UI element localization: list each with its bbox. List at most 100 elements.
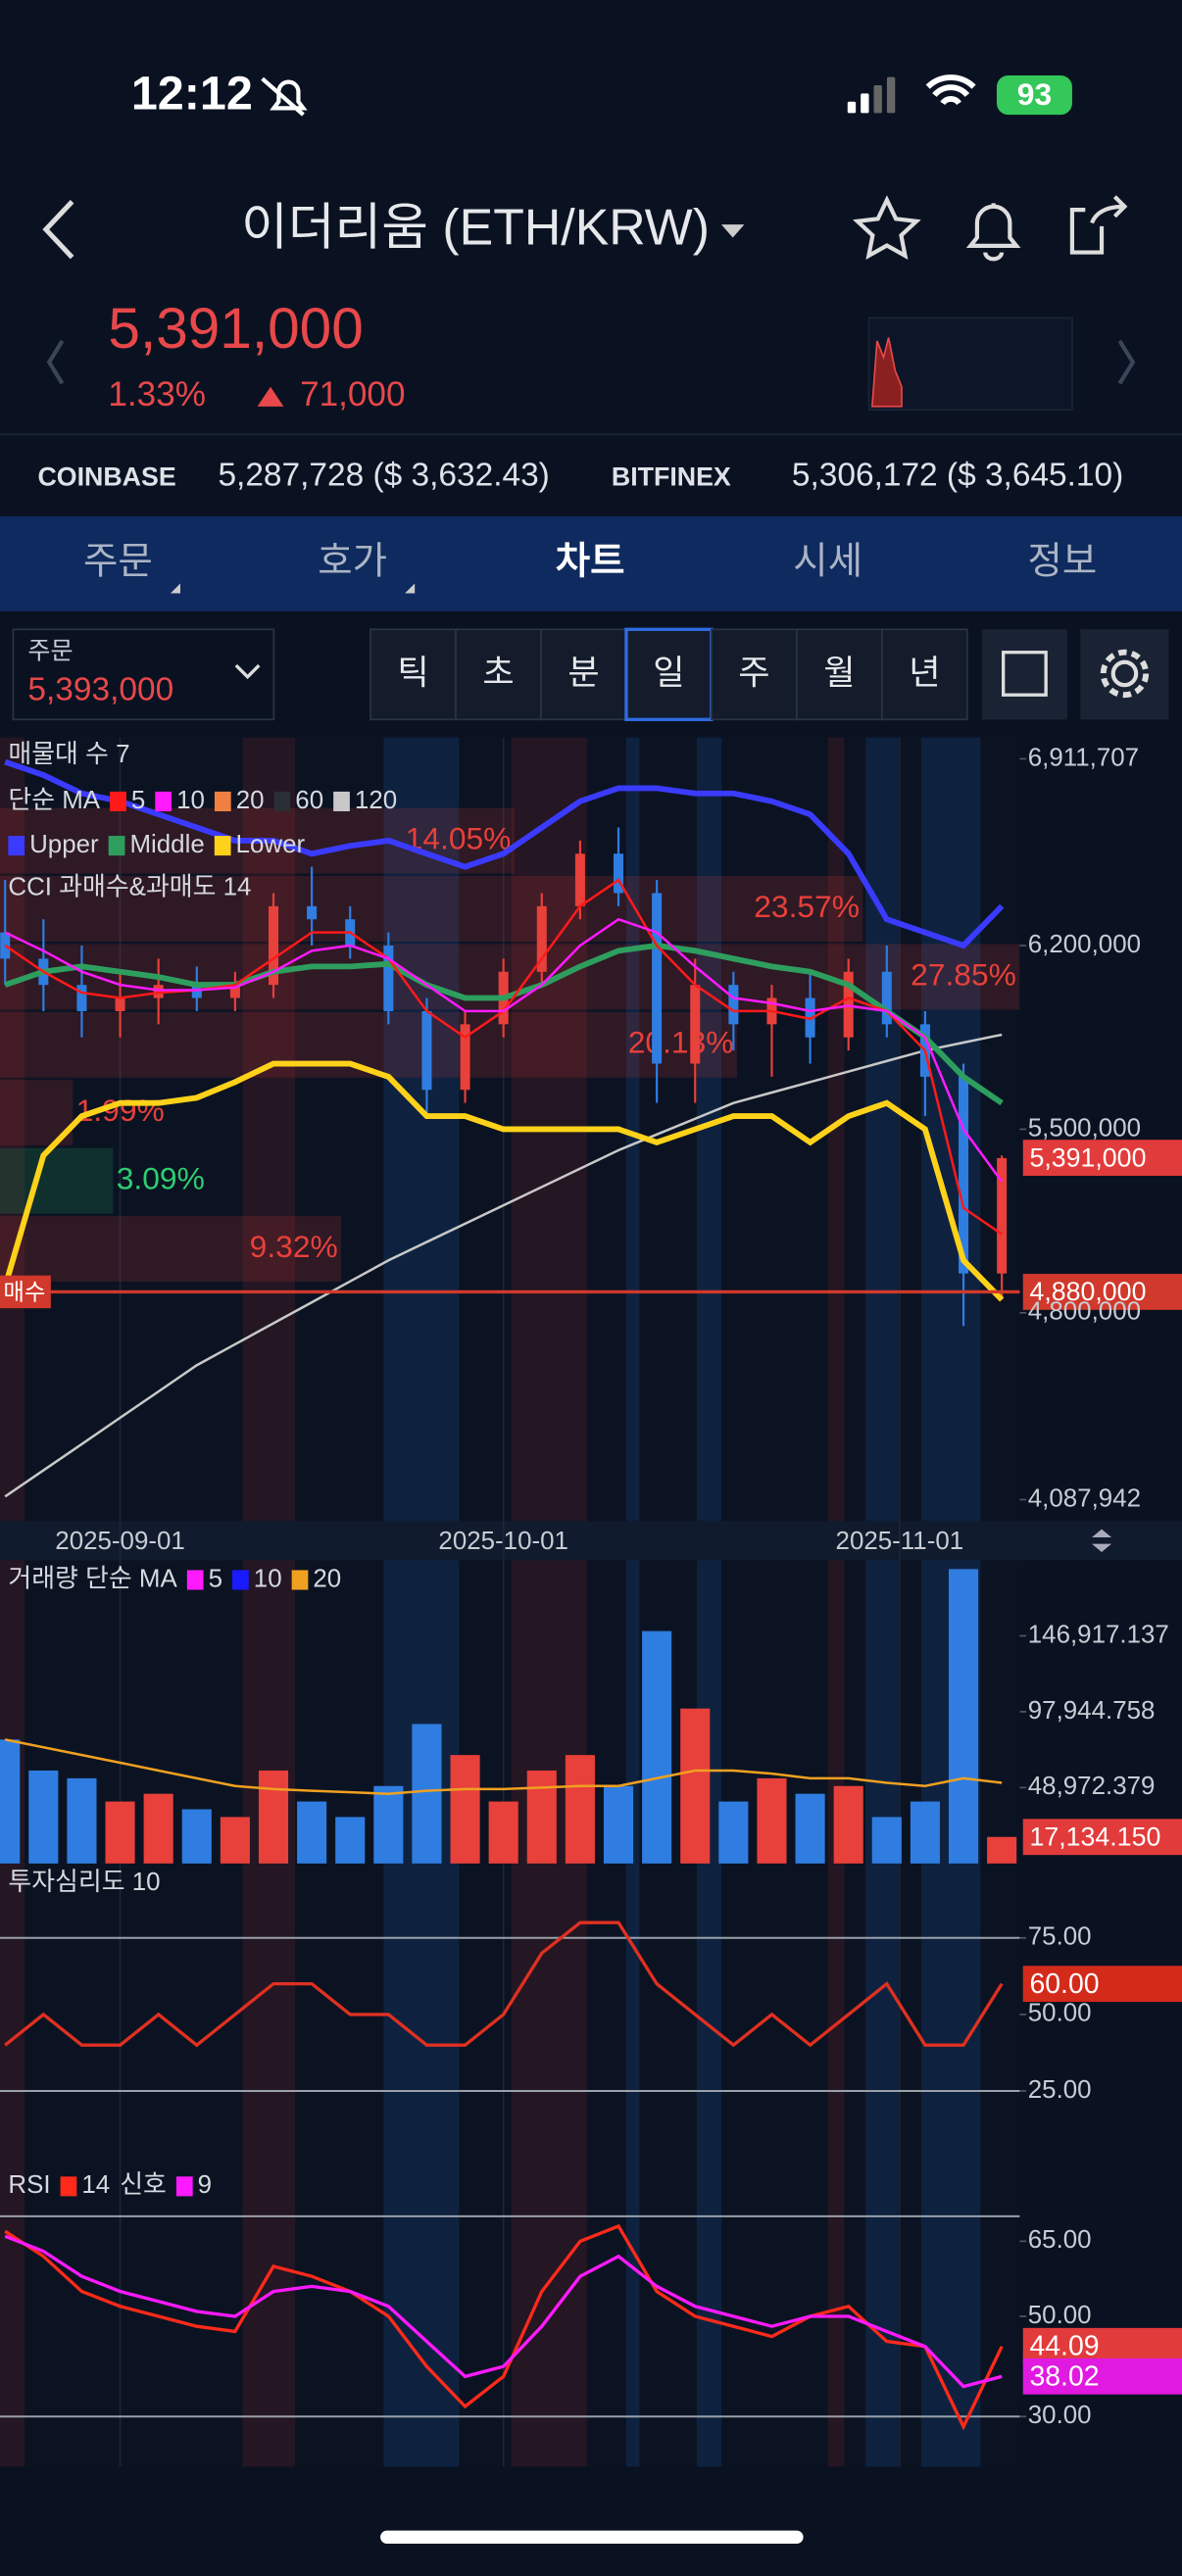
- volume-bar: [105, 1801, 135, 1864]
- y-tick-label: 25.00: [1028, 2076, 1092, 2104]
- candle-body: [614, 853, 624, 894]
- buy-label: 매수: [3, 1279, 45, 1304]
- candle-body: [690, 985, 701, 1064]
- legend-label: 20: [313, 1565, 341, 1592]
- volume-bar: [412, 1724, 442, 1864]
- battery-level: 93: [1017, 76, 1052, 112]
- y-tick-label: 4,087,942: [1028, 1484, 1141, 1512]
- back-button[interactable]: [42, 200, 74, 260]
- prev-button[interactable]: [46, 339, 65, 385]
- legend-label: 9: [198, 2171, 212, 2199]
- current-price: 5,391,000: [108, 297, 363, 361]
- volume-bar: [143, 1793, 173, 1864]
- tab-bar: [0, 515, 1182, 611]
- x-tick-label: 2025-09-01: [55, 1528, 185, 1555]
- scale-toggle[interactable]: [1092, 1529, 1112, 1553]
- order-label: 주문: [27, 637, 73, 664]
- volume-profile-bar: [0, 1011, 737, 1078]
- order-dropdown[interactable]: [234, 663, 261, 680]
- volume-bar: [297, 1801, 327, 1864]
- legend-label: Upper: [29, 831, 99, 858]
- tab[interactable]: 주문: [83, 541, 153, 583]
- mute-icon: [261, 76, 308, 117]
- period-button[interactable]: [711, 628, 798, 721]
- volume-bar: [871, 1817, 902, 1864]
- price-tag-label: 5,391,000: [1029, 1142, 1146, 1172]
- x-tick-label: 2025-10-01: [438, 1528, 568, 1555]
- volume-bar: [373, 1785, 404, 1864]
- layout-icon: [1002, 651, 1048, 697]
- legend-swatch: [214, 836, 231, 856]
- price-tag-label: 17,134.150: [1029, 1822, 1160, 1851]
- period-button[interactable]: [881, 628, 968, 721]
- volume-bar: [680, 1708, 711, 1864]
- price-tag-label: 38.02: [1029, 2360, 1099, 2392]
- price-tag: [1022, 2357, 1182, 2395]
- ma-line: [4, 1033, 1003, 1498]
- candle-body: [153, 985, 164, 998]
- legend-label: 단순 MA: [8, 786, 100, 814]
- period-label: 일: [653, 654, 684, 692]
- x-tick-label: 2025-11-01: [836, 1528, 964, 1555]
- title[interactable]: 이더리움 (ETH/KRW): [241, 199, 710, 256]
- period-button[interactable]: [455, 628, 542, 721]
- candle-body: [383, 946, 394, 1011]
- period-button[interactable]: [540, 628, 627, 721]
- legend-swatch: [8, 836, 25, 856]
- y-tick-label: 50.00: [1028, 2000, 1092, 2027]
- tab[interactable]: 차트: [556, 541, 625, 583]
- legend-swatch: [60, 2176, 77, 2197]
- volume-bar: [526, 1770, 557, 1864]
- legend-label: 14: [81, 2171, 110, 2199]
- order-box[interactable]: [12, 628, 275, 721]
- price-tag-label: 44.09: [1029, 2330, 1099, 2361]
- buy-price-tag: [1022, 1274, 1182, 1310]
- price-tag: [1022, 1819, 1182, 1856]
- volume-bar: [0, 1739, 21, 1864]
- favorite-button[interactable]: [853, 195, 921, 260]
- legend-swatch: [333, 791, 350, 811]
- change-rate: 1.33%: [108, 375, 206, 413]
- period-button[interactable]: [624, 627, 714, 721]
- y-tick-label: 146,917.137: [1028, 1621, 1169, 1648]
- tab[interactable]: 호가: [318, 541, 387, 583]
- volume-profile-label: 9.32%: [250, 1229, 338, 1264]
- volume-bar: [220, 1817, 250, 1864]
- candle-body: [191, 985, 202, 998]
- legend-label: 매물대 수 7: [8, 740, 129, 768]
- y-tick-label: 30.00: [1028, 2402, 1092, 2429]
- period-label: 월: [823, 654, 855, 692]
- share-button[interactable]: [1069, 195, 1128, 255]
- title-dropdown[interactable]: [720, 224, 745, 238]
- period-label: 틱: [397, 654, 428, 692]
- candle-body: [536, 905, 547, 972]
- legend-swatch: [214, 791, 231, 811]
- period-button[interactable]: [796, 628, 883, 721]
- legend-label: 5: [209, 1565, 222, 1592]
- alert-button[interactable]: [965, 203, 1021, 262]
- tab-marker: [170, 583, 180, 594]
- layout-button[interactable]: [981, 629, 1067, 720]
- candle-body: [76, 985, 87, 1011]
- legend-label: 투자심리도 10: [8, 1868, 160, 1896]
- clock: 12:12: [131, 68, 253, 121]
- legend-label: Middle: [129, 831, 204, 858]
- candle-body: [307, 905, 318, 920]
- period-label: 주: [738, 654, 769, 692]
- volume-ma-line: [4, 1738, 1003, 1796]
- tab[interactable]: 정보: [1027, 541, 1097, 583]
- price-tag: [1022, 1140, 1182, 1177]
- next-button[interactable]: [1117, 339, 1136, 385]
- tab[interactable]: 시세: [793, 541, 862, 583]
- volume-bar: [335, 1817, 366, 1864]
- indicator-line: [4, 2223, 1004, 2431]
- legend-swatch: [232, 1570, 249, 1590]
- band-line: [4, 943, 1004, 1106]
- volume-profile-bar: [0, 1147, 114, 1214]
- indicator-line: [4, 1920, 1004, 2048]
- settings-button[interactable]: [1080, 629, 1169, 720]
- volume-bar: [488, 1801, 518, 1864]
- volume-bar: [181, 1809, 212, 1864]
